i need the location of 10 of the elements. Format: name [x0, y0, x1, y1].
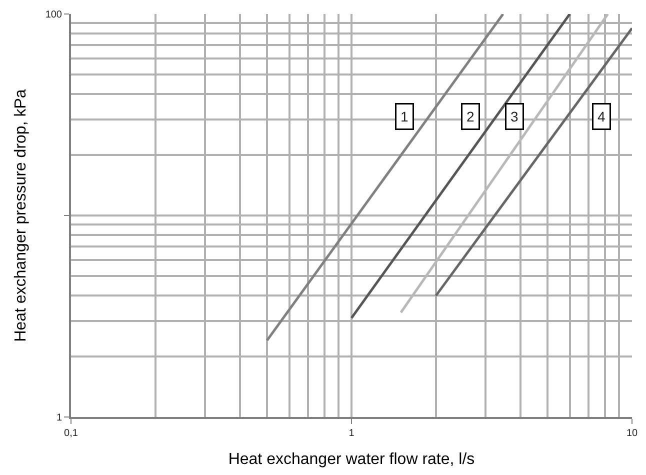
x-axis-title: Heat exchanger water flow rate, l/s [228, 451, 475, 468]
y-axis-title: Heat exchanger pressure drop, kPa [12, 89, 30, 342]
annotation: 3 [510, 108, 518, 124]
x-tick-label: 10 [626, 428, 638, 439]
y-tick-label: 100 [45, 10, 62, 20]
x-tick-label: 1 [348, 428, 355, 439]
annotation: 2 [466, 108, 474, 124]
x-tick-label: 0,1 [64, 428, 78, 439]
annotation: 1 [400, 108, 408, 124]
annotation: 4 [598, 108, 606, 124]
